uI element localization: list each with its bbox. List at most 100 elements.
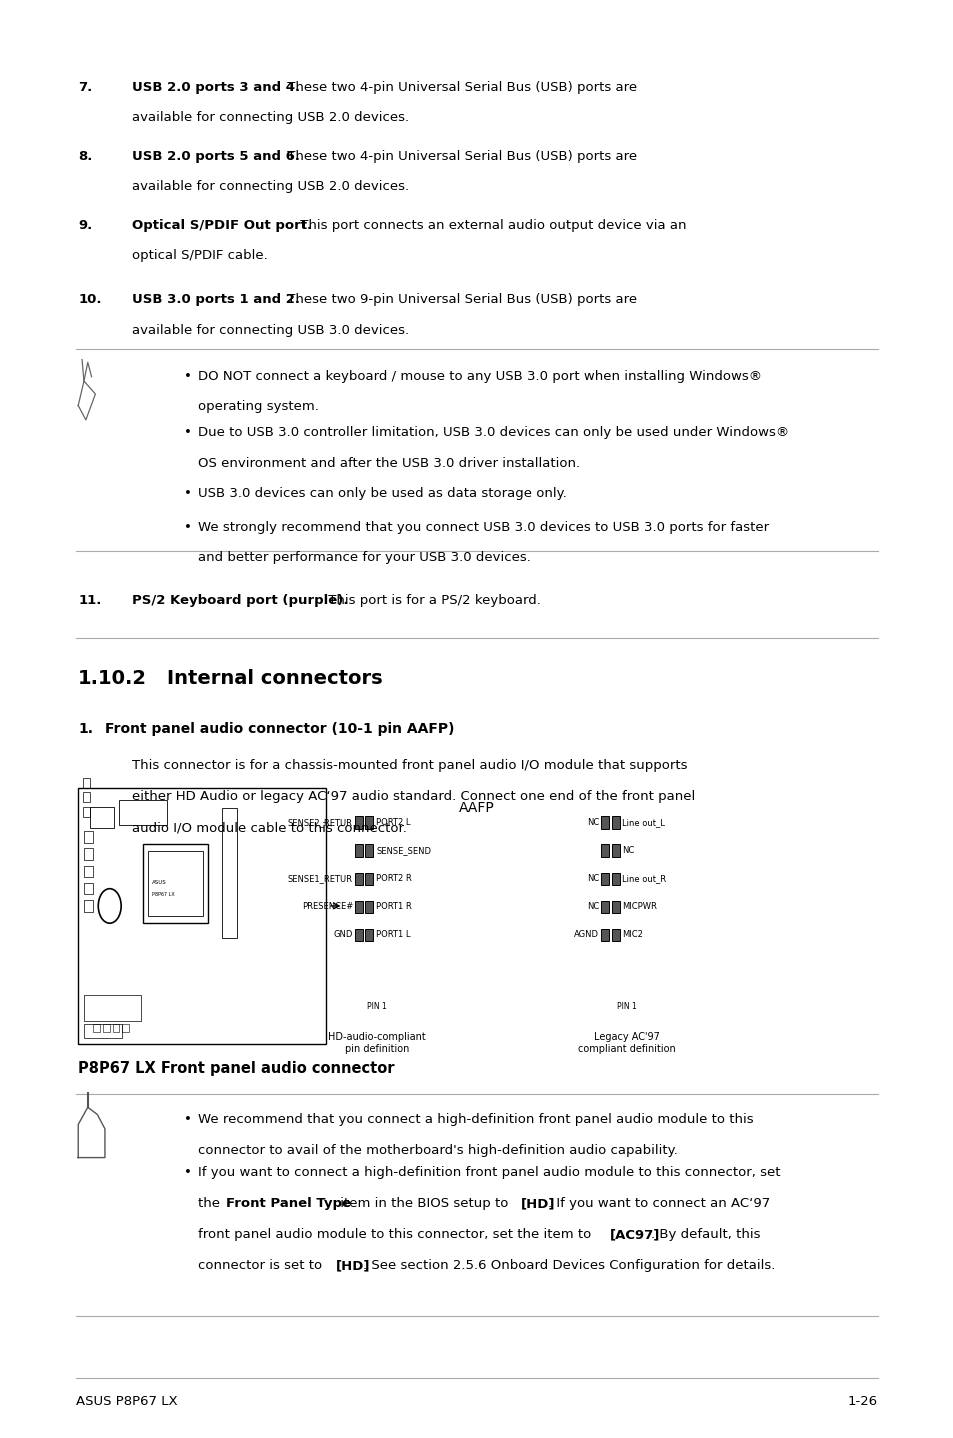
Text: These two 4-pin Universal Serial Bus (USB) ports are: These two 4-pin Universal Serial Bus (US… — [282, 150, 636, 162]
Text: NC: NC — [621, 846, 634, 856]
Bar — [143, 844, 208, 923]
Text: PIN 1: PIN 1 — [367, 1002, 386, 1011]
Text: These two 4-pin Universal Serial Bus (USB) ports are: These two 4-pin Universal Serial Bus (US… — [282, 81, 636, 93]
Text: Line out_L: Line out_L — [621, 818, 664, 827]
Text: 10.: 10. — [78, 293, 102, 306]
Text: audio I/O module cable to this connector.: audio I/O module cable to this connector… — [132, 821, 406, 834]
Text: We strongly recommend that you connect USB 3.0 devices to USB 3.0 ports for fast: We strongly recommend that you connect U… — [198, 521, 769, 533]
Bar — [611, 817, 618, 828]
Text: P8P67 LX Front panel audio connector: P8P67 LX Front panel audio connector — [78, 1061, 395, 1076]
Text: PORT2 L: PORT2 L — [375, 818, 411, 827]
Text: . By default, this: . By default, this — [651, 1228, 760, 1241]
Text: We recommend that you connect a high-definition front panel audio module to this: We recommend that you connect a high-def… — [198, 1113, 753, 1126]
Text: SENSE1_RETUR: SENSE1_RETUR — [288, 874, 353, 883]
Text: •: • — [184, 521, 192, 533]
Text: SENSE2_RETUR: SENSE2_RETUR — [288, 818, 353, 827]
Text: HD-audio-compliant
pin definition: HD-audio-compliant pin definition — [328, 1032, 425, 1054]
Text: P8P67 LX: P8P67 LX — [152, 892, 174, 896]
Text: 8.: 8. — [78, 150, 92, 162]
Bar — [122, 1024, 129, 1032]
Text: These two 9-pin Universal Serial Bus (USB) ports are: These two 9-pin Universal Serial Bus (US… — [282, 293, 636, 306]
Bar — [83, 792, 90, 802]
Text: USB 3.0 ports 1 and 2.: USB 3.0 ports 1 and 2. — [132, 293, 299, 306]
Bar — [611, 844, 618, 857]
Text: OS environment and after the USB 3.0 driver installation.: OS environment and after the USB 3.0 dri… — [198, 457, 580, 470]
Bar — [355, 844, 362, 857]
Text: 1.10.2: 1.10.2 — [78, 669, 147, 687]
Text: 11.: 11. — [78, 594, 102, 607]
Text: This connector is for a chassis-mounted front panel audio I/O module that suppor: This connector is for a chassis-mounted … — [132, 759, 686, 772]
Bar — [600, 844, 608, 857]
Text: operating system.: operating system. — [198, 400, 319, 414]
Text: Front Panel Type: Front Panel Type — [226, 1196, 351, 1211]
Bar — [355, 929, 362, 940]
Text: This port connects an external audio output device via an: This port connects an external audio out… — [296, 219, 686, 232]
Text: PIN 1: PIN 1 — [617, 1002, 636, 1011]
Bar — [365, 873, 373, 884]
Bar — [600, 873, 608, 884]
Bar — [222, 808, 236, 938]
Text: [HD]: [HD] — [335, 1260, 370, 1273]
Bar — [84, 900, 93, 912]
Text: •: • — [184, 1166, 192, 1179]
Text: SENSE_SEND: SENSE_SEND — [375, 846, 431, 856]
Text: optical S/PDIF cable.: optical S/PDIF cable. — [132, 250, 267, 263]
Text: connector is set to: connector is set to — [198, 1260, 327, 1273]
Text: •: • — [184, 370, 192, 383]
Text: •: • — [184, 1113, 192, 1126]
Bar — [83, 778, 90, 788]
Text: •: • — [184, 487, 192, 500]
Bar — [119, 800, 167, 825]
Bar — [365, 844, 373, 857]
Bar — [365, 929, 373, 940]
Text: available for connecting USB 3.0 devices.: available for connecting USB 3.0 devices… — [132, 324, 408, 338]
Text: GND: GND — [334, 930, 353, 939]
Bar — [83, 807, 90, 817]
Text: USB 3.0 devices can only be used as data storage only.: USB 3.0 devices can only be used as data… — [198, 487, 567, 500]
Bar — [600, 817, 608, 828]
Text: and better performance for your USB 3.0 devices.: and better performance for your USB 3.0 … — [198, 551, 531, 565]
Text: Legacy AC'97
compliant definition: Legacy AC'97 compliant definition — [578, 1032, 675, 1054]
Bar — [600, 929, 608, 940]
Text: NC: NC — [586, 874, 598, 883]
Bar — [84, 848, 93, 860]
Text: 1.: 1. — [78, 722, 93, 736]
Bar — [355, 873, 362, 884]
Text: Optical S/PDIF Out port.: Optical S/PDIF Out port. — [132, 219, 312, 232]
Text: the: the — [198, 1196, 225, 1211]
Bar — [84, 1024, 122, 1038]
Text: [AC97]: [AC97] — [610, 1228, 659, 1241]
Bar — [355, 817, 362, 828]
Text: •: • — [184, 426, 192, 439]
Text: AGND: AGND — [574, 930, 598, 939]
Text: MICPWR: MICPWR — [621, 902, 657, 912]
Text: ASUS: ASUS — [152, 880, 166, 884]
Bar — [103, 1024, 110, 1032]
Bar — [112, 1024, 119, 1032]
Bar — [84, 866, 93, 877]
Text: available for connecting USB 2.0 devices.: available for connecting USB 2.0 devices… — [132, 112, 408, 125]
Bar — [78, 788, 326, 1044]
Text: NC: NC — [586, 902, 598, 912]
Bar — [365, 900, 373, 913]
Text: AAFP: AAFP — [458, 801, 495, 815]
Bar — [611, 929, 618, 940]
Bar — [84, 831, 93, 843]
Text: 9.: 9. — [78, 219, 92, 232]
Text: 7.: 7. — [78, 81, 92, 93]
Text: connector to avail of the motherboard's high-definition audio capability.: connector to avail of the motherboard's … — [198, 1145, 678, 1158]
Text: available for connecting USB 2.0 devices.: available for connecting USB 2.0 devices… — [132, 180, 408, 194]
Text: PORT1 L: PORT1 L — [375, 930, 411, 939]
Text: If you want to connect a high-definition front panel audio module to this connec: If you want to connect a high-definition… — [198, 1166, 781, 1179]
Text: either HD Audio or legacy AC‘97 audio standard. Connect one end of the front pan: either HD Audio or legacy AC‘97 audio st… — [132, 791, 694, 804]
Text: PORT1 R: PORT1 R — [375, 902, 412, 912]
Bar — [90, 807, 113, 828]
Text: . If you want to connect an AC‘97: . If you want to connect an AC‘97 — [548, 1196, 770, 1211]
Text: Internal connectors: Internal connectors — [167, 669, 382, 687]
Text: PS/2 Keyboard port (purple).: PS/2 Keyboard port (purple). — [132, 594, 348, 607]
Bar — [148, 851, 203, 916]
Text: Line out_R: Line out_R — [621, 874, 666, 883]
Text: NC: NC — [586, 818, 598, 827]
Text: PORT2 R: PORT2 R — [375, 874, 412, 883]
Bar — [84, 995, 141, 1021]
